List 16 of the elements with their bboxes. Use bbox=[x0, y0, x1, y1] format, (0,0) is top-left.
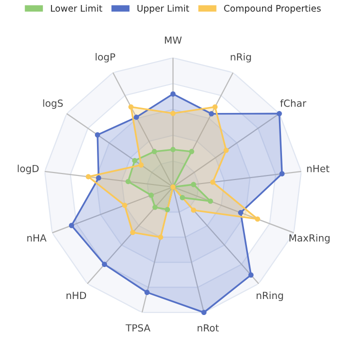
spoke-label: nHet bbox=[307, 164, 330, 172]
spoke-label: nRing bbox=[256, 292, 283, 301]
spoke-label: nRot bbox=[198, 324, 219, 332]
spoke-label: TPSA bbox=[126, 324, 150, 332]
spoke-label: nRig bbox=[230, 53, 251, 62]
spoke-label: MaxRing bbox=[290, 234, 330, 244]
legend-label: Upper Limit bbox=[138, 4, 190, 14]
spoke-label: nHD bbox=[66, 292, 86, 299]
spoke-label: fChar bbox=[280, 99, 306, 107]
spoke-label: logS bbox=[43, 99, 63, 109]
legend-label: Lower Limit bbox=[51, 4, 102, 12]
spoke-label: nHA bbox=[27, 234, 46, 242]
legend-label: Compound Properties bbox=[224, 4, 321, 14]
spoke-label: logP bbox=[96, 53, 116, 62]
spoke-label: MW bbox=[164, 36, 182, 44]
spoke-label: logD bbox=[18, 164, 39, 174]
